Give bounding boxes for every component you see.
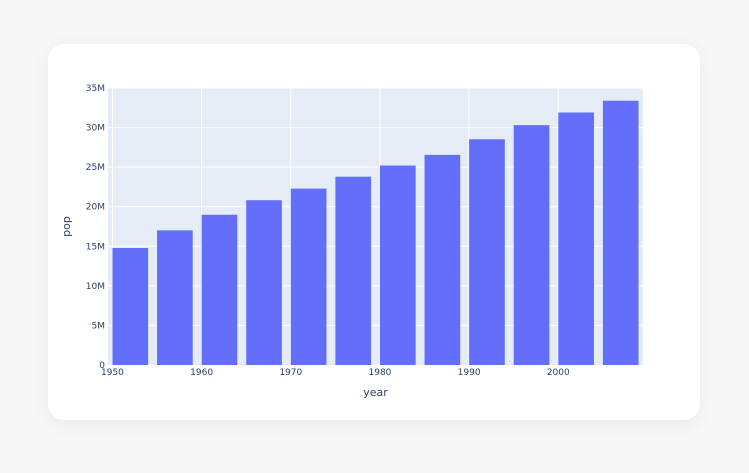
x-tick-label: 2000 (547, 368, 570, 378)
y-tick-label: 35M (86, 84, 105, 94)
bar-2007[interactable] (602, 100, 639, 366)
y-tick-label: 0 (99, 361, 105, 371)
y-tick-label: 30M (86, 124, 105, 134)
bar-1987[interactable] (424, 154, 461, 365)
x-tick-label: 1950 (101, 368, 124, 378)
y-tick-label: 10M (86, 282, 105, 292)
bar-1997[interactable] (513, 125, 550, 365)
y-tick-label: 25M (86, 163, 105, 173)
plot-area (108, 88, 643, 365)
bar-1952[interactable] (112, 247, 149, 365)
x-axis-title: year (363, 386, 388, 399)
x-tick-label: 1990 (458, 368, 481, 378)
bar-1967[interactable] (246, 200, 282, 365)
x-axis-ticks: 1950 1960 1970 1980 1990 2000 (101, 368, 570, 378)
y-axis-title: pop (60, 216, 73, 237)
x-tick-label: 1960 (190, 368, 213, 378)
bar-1962[interactable] (201, 214, 238, 365)
y-axis-ticks: 0 5M 10M 15M 20M 25M 30M 35M (86, 84, 105, 371)
y-tick-label: 20M (86, 203, 105, 213)
bar-1982[interactable] (379, 165, 416, 365)
bar-2002[interactable] (558, 112, 594, 366)
bar-1977[interactable] (335, 176, 372, 365)
y-tick-label: 5M (92, 321, 106, 331)
bar-1992[interactable] (469, 139, 505, 365)
x-tick-label: 1970 (279, 368, 302, 378)
bars (112, 100, 639, 366)
bar-1972[interactable] (290, 188, 327, 365)
y-tick-label: 15M (86, 242, 105, 252)
x-tick-label: 1980 (369, 368, 392, 378)
bar-1957[interactable] (157, 230, 193, 365)
